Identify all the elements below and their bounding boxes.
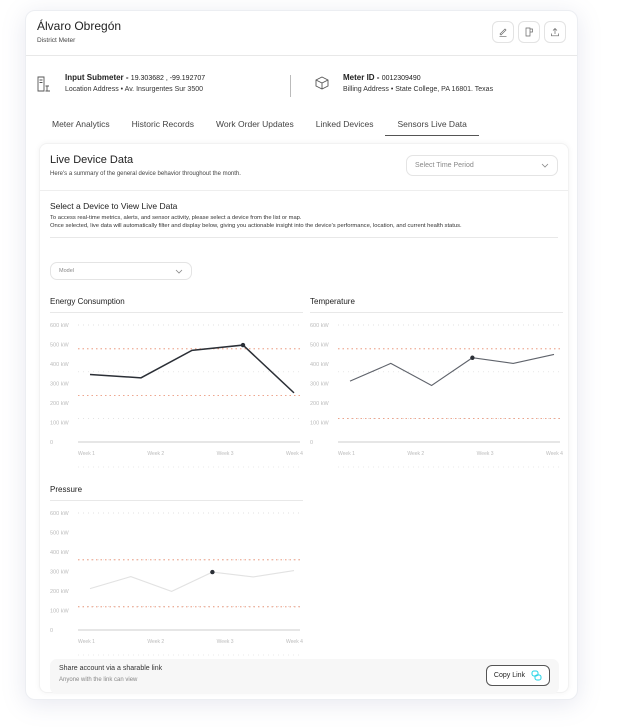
temperature-plot: 600 kW 500 kW 400 kW 300 kW 200 kW 100 kW 0 Wee… <box>310 323 563 468</box>
chart-title: Energy Consumption <box>50 297 125 306</box>
y-tick-label: 400 kW <box>50 550 69 556</box>
billing-address: Billing Address • State College, PA 1680… <box>343 86 494 93</box>
divider <box>50 237 558 239</box>
y-tick-label: 300 kW <box>50 570 69 576</box>
meter-card: Álvaro Obregón District Meter Input Subm… <box>25 10 578 700</box>
series-line <box>89 344 295 394</box>
section-line-1: To access real-time metrics, alerts, and… <box>50 215 302 221</box>
upload-button[interactable] <box>544 21 566 43</box>
y-tick-label: 100 kW <box>50 421 69 427</box>
tab-historic-records[interactable]: Historic Records <box>131 119 194 129</box>
y-tick-label: 200 kW <box>50 589 69 595</box>
model-value: Model <box>59 268 74 274</box>
series-line <box>349 353 555 387</box>
x-tick-label: Week 3 <box>477 451 494 457</box>
y-tick-label: 200 kW <box>50 401 69 407</box>
chart-title: Temperature <box>310 297 355 306</box>
time-period-value: Select Time Period <box>415 162 474 169</box>
section-line-2: Once selected, live data will automatica… <box>50 223 462 230</box>
tab-meter-analytics[interactable]: Meter Analytics <box>52 119 110 129</box>
highlight-point <box>210 569 215 575</box>
y-tick-label: 0 <box>310 440 313 446</box>
x-tick-label: Week 3 <box>217 451 234 457</box>
live-data-panel: Live Device Data Here's a summary of the… <box>39 143 569 694</box>
section-title: Select a Device to View Live Data <box>50 201 178 211</box>
y-tick-label: 200 kW <box>310 401 329 407</box>
x-tick-label: Week 3 <box>217 639 234 645</box>
tab-sensors-live-data[interactable]: Sensors Live Data <box>385 117 479 136</box>
receipt-button[interactable] <box>518 21 540 43</box>
x-tick-label: Week 2 <box>407 451 424 457</box>
highlight-point <box>470 355 475 360</box>
receipt-icon <box>525 27 533 37</box>
y-tick-label: 300 kW <box>50 382 69 388</box>
x-tick-label: Week 1 <box>338 451 355 457</box>
panel-description: Here's a summary of the general device b… <box>50 171 241 177</box>
divider <box>290 75 291 97</box>
x-tick-label: Week 2 <box>147 451 164 457</box>
submeter-label: Input Submeter - <box>65 73 129 82</box>
header: Álvaro Obregón District Meter <box>26 11 577 56</box>
y-tick-label: 400 kW <box>50 362 69 368</box>
chevron-down-icon <box>541 163 549 168</box>
upload-icon <box>551 28 559 37</box>
y-tick-label: 400 kW <box>310 362 329 368</box>
y-tick-label: 500 kW <box>50 531 69 537</box>
tab-bar: Meter Analytics Historic Records Work Or… <box>42 117 481 136</box>
y-tick-label: 500 kW <box>310 343 329 349</box>
chevron-down-icon <box>175 269 183 274</box>
highlight-point <box>240 342 246 348</box>
x-tick-label: Week 4 <box>286 639 303 645</box>
x-tick-label: Week 4 <box>546 451 563 457</box>
box-icon <box>315 76 329 90</box>
share-section: Share account via a sharable link Anyone… <box>50 659 559 694</box>
series-line <box>89 569 295 592</box>
pressure-chart: Pressure 600 kW 500 kW 400 kW 300 kW 200 kW 1… <box>50 485 303 661</box>
y-tick-label: 600 kW <box>50 323 69 329</box>
panel-title: Live Device Data <box>50 154 134 166</box>
y-tick-label: 0 <box>50 440 53 446</box>
y-tick-label: 600 kW <box>310 323 329 329</box>
time-period-select[interactable]: Select Time Period <box>406 155 558 176</box>
y-tick-label: 0 <box>50 628 53 634</box>
x-tick-label: Week 1 <box>78 639 95 645</box>
x-tick-label: Week 2 <box>147 639 164 645</box>
model-select[interactable]: Model <box>50 262 192 280</box>
meter-id: 0012309490 <box>381 75 421 82</box>
page-subtitle: District Meter <box>37 37 76 44</box>
y-tick-label: 500 kW <box>50 343 69 349</box>
y-tick-label: 600 kW <box>50 511 69 517</box>
temperature-chart: Temperature 600 kW 500 kW 400 kW 300 kW 200 … <box>310 297 563 473</box>
chart-title: Pressure <box>50 485 83 494</box>
link-icon <box>531 670 542 681</box>
y-tick-label: 100 kW <box>310 421 329 427</box>
x-tick-label: Week 4 <box>286 451 303 457</box>
pressure-plot: 600 kW 500 kW 400 kW 300 kW 200 kW 100 kW 0 Wee… <box>50 511 303 656</box>
meter-info: Input Submeter - 19.303682 , -99.192707 … <box>37 73 577 109</box>
energy-consumption-plot: 600 kW 500 kW 400 kW 300 kW 200 kW 100 kW 0 Wee… <box>50 323 303 468</box>
copy-link-label: Copy Link <box>493 672 526 679</box>
tab-work-order-updates[interactable]: Work Order Updates <box>216 119 294 129</box>
location-address: Location Address • Av. Insurgentes Sur 3… <box>65 86 204 93</box>
page-title: Álvaro Obregón <box>37 19 122 33</box>
meter-icon <box>37 76 50 92</box>
x-tick-label: Week 1 <box>78 451 95 457</box>
share-title: Share account via a sharable link <box>59 665 163 672</box>
edit-icon <box>499 28 507 37</box>
submeter-coords: 19.303682 , -99.192707 <box>130 75 206 82</box>
copy-link-button[interactable]: Copy Link <box>486 665 550 686</box>
meter-id-label: Meter ID - <box>343 73 380 82</box>
share-subtitle: Anyone with the link can view <box>59 677 138 683</box>
tab-linked-devices[interactable]: Linked Devices <box>315 119 374 129</box>
y-tick-label: 100 kW <box>50 609 69 615</box>
energy-consumption-chart: Energy Consumption 600 kW 500 kW 400 kW 300… <box>50 297 303 473</box>
edit-button[interactable] <box>492 21 514 43</box>
y-tick-label: 300 kW <box>310 382 329 388</box>
